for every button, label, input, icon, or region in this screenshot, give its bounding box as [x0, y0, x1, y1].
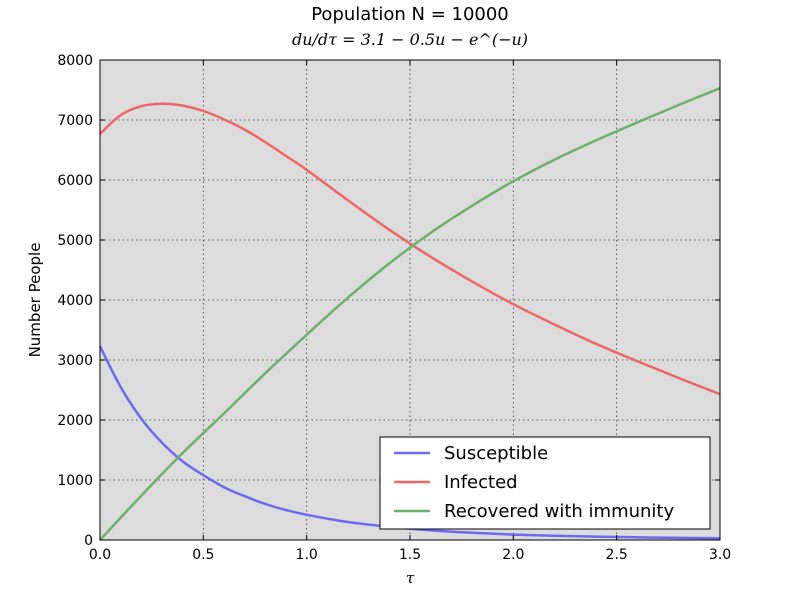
x-tick-label: 2.0 [502, 547, 524, 563]
x-tick-label: 2.5 [606, 547, 628, 563]
y-tick-label: 6000 [57, 173, 93, 189]
legend-label-2: Recovered with immunity [444, 501, 674, 522]
legend-label-0: Susceptible [444, 443, 548, 464]
legend: Susceptible Infected Recovered with immuni… [379, 436, 711, 530]
y-tick-label: 4000 [57, 293, 93, 309]
y-tick-label: 1000 [57, 473, 93, 489]
y-tick-label: 5000 [57, 233, 93, 249]
y-tick-label: 3000 [57, 353, 93, 369]
y-axis-label: Number People [26, 243, 44, 358]
y-tick-label: 7000 [57, 113, 93, 129]
chart-title: Population N = 10000 [311, 4, 509, 25]
legend-label-1: Infected [444, 472, 518, 493]
series-line-0 [98, 345, 721, 540]
y-tick-label: 0 [84, 533, 93, 549]
chart-subtitle: du/dτ = 3.1 − 0.5u − e^(−u) [292, 30, 528, 49]
series-line-1 [99, 102, 721, 396]
x-tick-label: 0.5 [192, 547, 214, 563]
x-tick-label: 1.5 [399, 547, 421, 563]
legend-box [379, 436, 711, 530]
y-tick-label: 8000 [57, 53, 93, 69]
series-line-2 [99, 87, 721, 541]
y-tick-label: 2000 [57, 413, 93, 429]
x-tick-label: 0.0 [89, 547, 111, 563]
x-axis-label: τ [406, 569, 415, 587]
x-tick-label: 3.0 [709, 547, 731, 563]
series-layer [98, 87, 721, 541]
x-tick-label: 1.0 [296, 547, 318, 563]
ticks: 0.0 0.5 1.0 1.5 2.0 2.5 3.0 0 1000 2000 3000 4000 50… [57, 53, 731, 563]
